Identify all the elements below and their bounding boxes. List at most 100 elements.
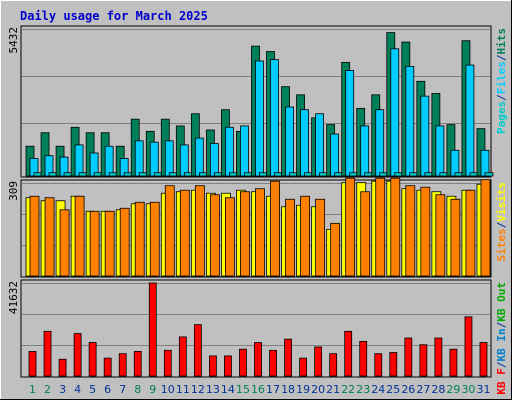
legend-item-hits-files-pages-1: / bbox=[495, 94, 508, 101]
bar-kb-f-day-10 bbox=[163, 349, 172, 377]
bar-sites-day-18 bbox=[285, 198, 295, 277]
bar-sites-day-1 bbox=[29, 195, 40, 277]
day-label-20: 20 bbox=[311, 383, 325, 396]
bar-files-day-19 bbox=[300, 109, 309, 177]
bar-kb-f-day-4 bbox=[73, 333, 82, 377]
day-label-13: 13 bbox=[206, 383, 220, 396]
bar-files-day-28 bbox=[435, 125, 445, 177]
bar-files-day-25 bbox=[390, 48, 400, 177]
bar-sites-day-23 bbox=[360, 191, 371, 277]
day-label-21: 21 bbox=[326, 383, 340, 396]
bar-files-day-9 bbox=[149, 141, 159, 177]
legend-item-kbytes-4: KB Out bbox=[495, 282, 508, 322]
bar-kb-f-day-26 bbox=[404, 337, 413, 377]
bar-files-day-29 bbox=[450, 149, 460, 177]
legend-item-kbytes-0: KB F bbox=[495, 368, 508, 395]
bar-sites-day-9 bbox=[149, 201, 160, 277]
day-label-17: 17 bbox=[266, 383, 280, 396]
day-label-11: 11 bbox=[176, 383, 190, 396]
legend-item-hits-files-pages-3: / bbox=[495, 54, 508, 61]
panel-top-frame bbox=[20, 25, 492, 178]
day-label-8: 8 bbox=[134, 383, 141, 396]
bar-sites-day-29 bbox=[450, 198, 461, 277]
bar-files-day-16 bbox=[255, 60, 264, 177]
legend-kbytes: KB F/KB In/KB Out bbox=[495, 282, 508, 395]
legend-item-visits-sites-2: Visits bbox=[495, 182, 508, 222]
bar-kb-f-day-2 bbox=[43, 330, 52, 377]
bar-kb-f-day-24 bbox=[374, 353, 383, 377]
bar-files-day-18 bbox=[285, 106, 294, 177]
bar-kb-f-day-7 bbox=[118, 353, 127, 377]
legend-item-visits-sites-1: / bbox=[495, 221, 508, 228]
bar-sites-day-10 bbox=[164, 185, 175, 277]
chart-title: Daily usage for March 2025 bbox=[20, 9, 208, 23]
bar-files-day-23 bbox=[360, 125, 370, 177]
bar-files-day-13 bbox=[209, 143, 219, 177]
bar-sites-day-6 bbox=[104, 210, 115, 277]
day-label-4: 4 bbox=[74, 383, 81, 396]
bar-kb-f-day-12 bbox=[193, 324, 202, 377]
bar-files-day-31 bbox=[480, 149, 490, 177]
bar-kb-f-day-8 bbox=[133, 351, 142, 377]
day-label-9: 9 bbox=[149, 383, 156, 396]
day-label-10: 10 bbox=[161, 383, 175, 396]
day-label-16: 16 bbox=[251, 383, 265, 396]
day-label-1: 1 bbox=[29, 383, 36, 396]
bar-sites-day-15 bbox=[240, 191, 250, 277]
day-label-29: 29 bbox=[446, 383, 460, 396]
bar-files-day-17 bbox=[270, 59, 279, 177]
bar-sites-day-30 bbox=[465, 189, 476, 277]
labels-layer: 5432Pages/Files/Hits309Sites/Visits41632… bbox=[7, 27, 508, 396]
bar-kb-f-day-22 bbox=[344, 330, 353, 377]
bar-sites-day-27 bbox=[420, 186, 431, 277]
bar-files-day-8 bbox=[134, 140, 144, 177]
bar-kb-f-day-15 bbox=[239, 348, 247, 377]
day-label-28: 28 bbox=[431, 383, 445, 396]
bar-kb-f-day-23 bbox=[359, 340, 368, 377]
bar-sites-day-16 bbox=[255, 188, 265, 277]
bar-files-day-30 bbox=[465, 64, 475, 177]
bar-kb-f-day-30 bbox=[464, 316, 473, 377]
bar-files-day-26 bbox=[405, 65, 415, 177]
bar-kb-f-day-11 bbox=[178, 336, 187, 377]
bar-sites-day-20 bbox=[315, 198, 326, 277]
bar-sites-day-3 bbox=[59, 209, 70, 277]
legend-item-kbytes-1: / bbox=[495, 361, 508, 368]
bar-kb-f-day-1 bbox=[28, 351, 37, 377]
bar-sites-day-12 bbox=[194, 185, 205, 277]
day-label-3: 3 bbox=[59, 383, 66, 396]
bar-sites-day-4 bbox=[74, 195, 85, 277]
day-label-25: 25 bbox=[386, 383, 400, 396]
day-label-24: 24 bbox=[371, 383, 385, 396]
bar-sites-day-8 bbox=[134, 201, 145, 277]
bar-kb-f-day-29 bbox=[449, 348, 458, 377]
bar-sites-day-13 bbox=[209, 194, 220, 277]
day-label-15: 15 bbox=[236, 383, 250, 396]
bar-files-day-6 bbox=[104, 145, 114, 177]
bar-kb-f-day-25 bbox=[389, 352, 398, 377]
day-label-27: 27 bbox=[416, 383, 430, 396]
bar-kb-f-day-19 bbox=[299, 357, 307, 377]
bar-kb-f-day-28 bbox=[434, 337, 443, 377]
bar-files-day-21 bbox=[330, 133, 340, 177]
bar-files-day-15 bbox=[240, 125, 249, 177]
bar-sites-day-2 bbox=[44, 197, 55, 277]
bar-sites-day-22 bbox=[345, 177, 356, 277]
bar-sites-day-31 bbox=[480, 179, 491, 277]
bar-files-day-11 bbox=[179, 144, 189, 177]
bar-files-day-4 bbox=[74, 144, 84, 177]
day-label-23: 23 bbox=[356, 383, 370, 396]
bar-kb-f-day-5 bbox=[88, 342, 97, 377]
panel-middle-frame bbox=[20, 179, 492, 278]
bar-sites-day-19 bbox=[300, 195, 310, 277]
bar-kb-f-day-17 bbox=[269, 349, 277, 377]
day-label-2: 2 bbox=[44, 383, 51, 396]
bar-kb-f-day-20 bbox=[314, 346, 323, 377]
bar-pages-day-31 bbox=[484, 172, 494, 177]
day-label-26: 26 bbox=[401, 383, 415, 396]
bar-sites-day-7 bbox=[119, 207, 130, 277]
bar-files-day-24 bbox=[375, 109, 385, 177]
bar-files-day-14 bbox=[225, 126, 234, 177]
bar-kb-f-day-18 bbox=[284, 338, 292, 377]
